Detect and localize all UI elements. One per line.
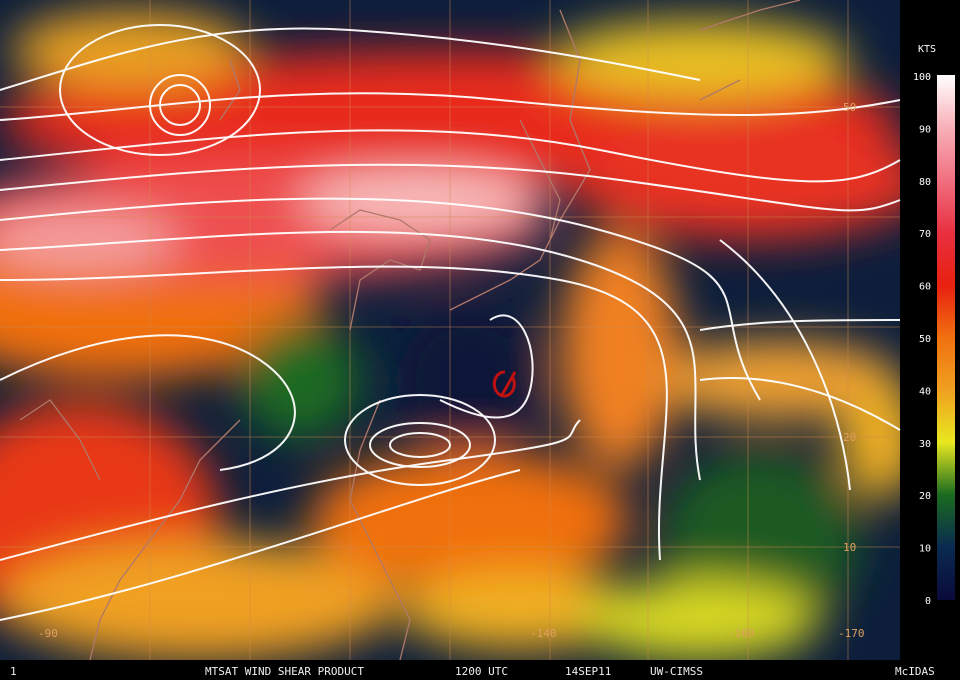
streamlines: [0, 24, 901, 621]
colorbar-label: 100: [913, 72, 931, 83]
grid-labels: 50 20 10 -90 -140 -160 -170: [38, 101, 865, 640]
colorbar-label: 0: [925, 596, 931, 607]
frame-number: 1: [10, 665, 17, 678]
colorbar-title: KTS: [918, 44, 936, 55]
colorbar-label: 60: [919, 282, 931, 293]
lat-label: 10: [843, 541, 856, 554]
date: 14SEP11: [565, 665, 611, 678]
colorbar-label: 80: [919, 177, 931, 188]
colorbar-label: 50: [919, 334, 931, 345]
time: 1200 UTC: [455, 665, 508, 678]
colorbar-ticks: 0 10 20 30 40 50 60 70 80 90 100: [913, 72, 931, 607]
source: UW-CIMSS: [650, 665, 703, 678]
colorbar-label: 70: [919, 229, 931, 240]
storm-symbol: [492, 370, 517, 398]
footer: 1 MTSAT WIND SHEAR PRODUCT 1200 UTC 14SE…: [10, 665, 935, 678]
shear-field: [0, 0, 900, 660]
lon-label: -90: [38, 627, 58, 640]
colorbar-label: 20: [919, 491, 931, 502]
colorbar: [937, 75, 955, 600]
lon-label: -170: [838, 627, 865, 640]
lat-label: 50: [843, 101, 856, 114]
lon-label: -140: [530, 627, 557, 640]
colorbar-label: 10: [919, 544, 931, 555]
product: MTSAT WIND SHEAR PRODUCT: [205, 665, 364, 678]
colorbar-label: 90: [919, 124, 931, 135]
colorbar-label: 30: [919, 439, 931, 450]
lat-label: 20: [843, 431, 856, 444]
lon-label: -160: [728, 627, 755, 640]
colorbar-label: 40: [919, 386, 931, 397]
software: McIDAS: [895, 665, 935, 678]
